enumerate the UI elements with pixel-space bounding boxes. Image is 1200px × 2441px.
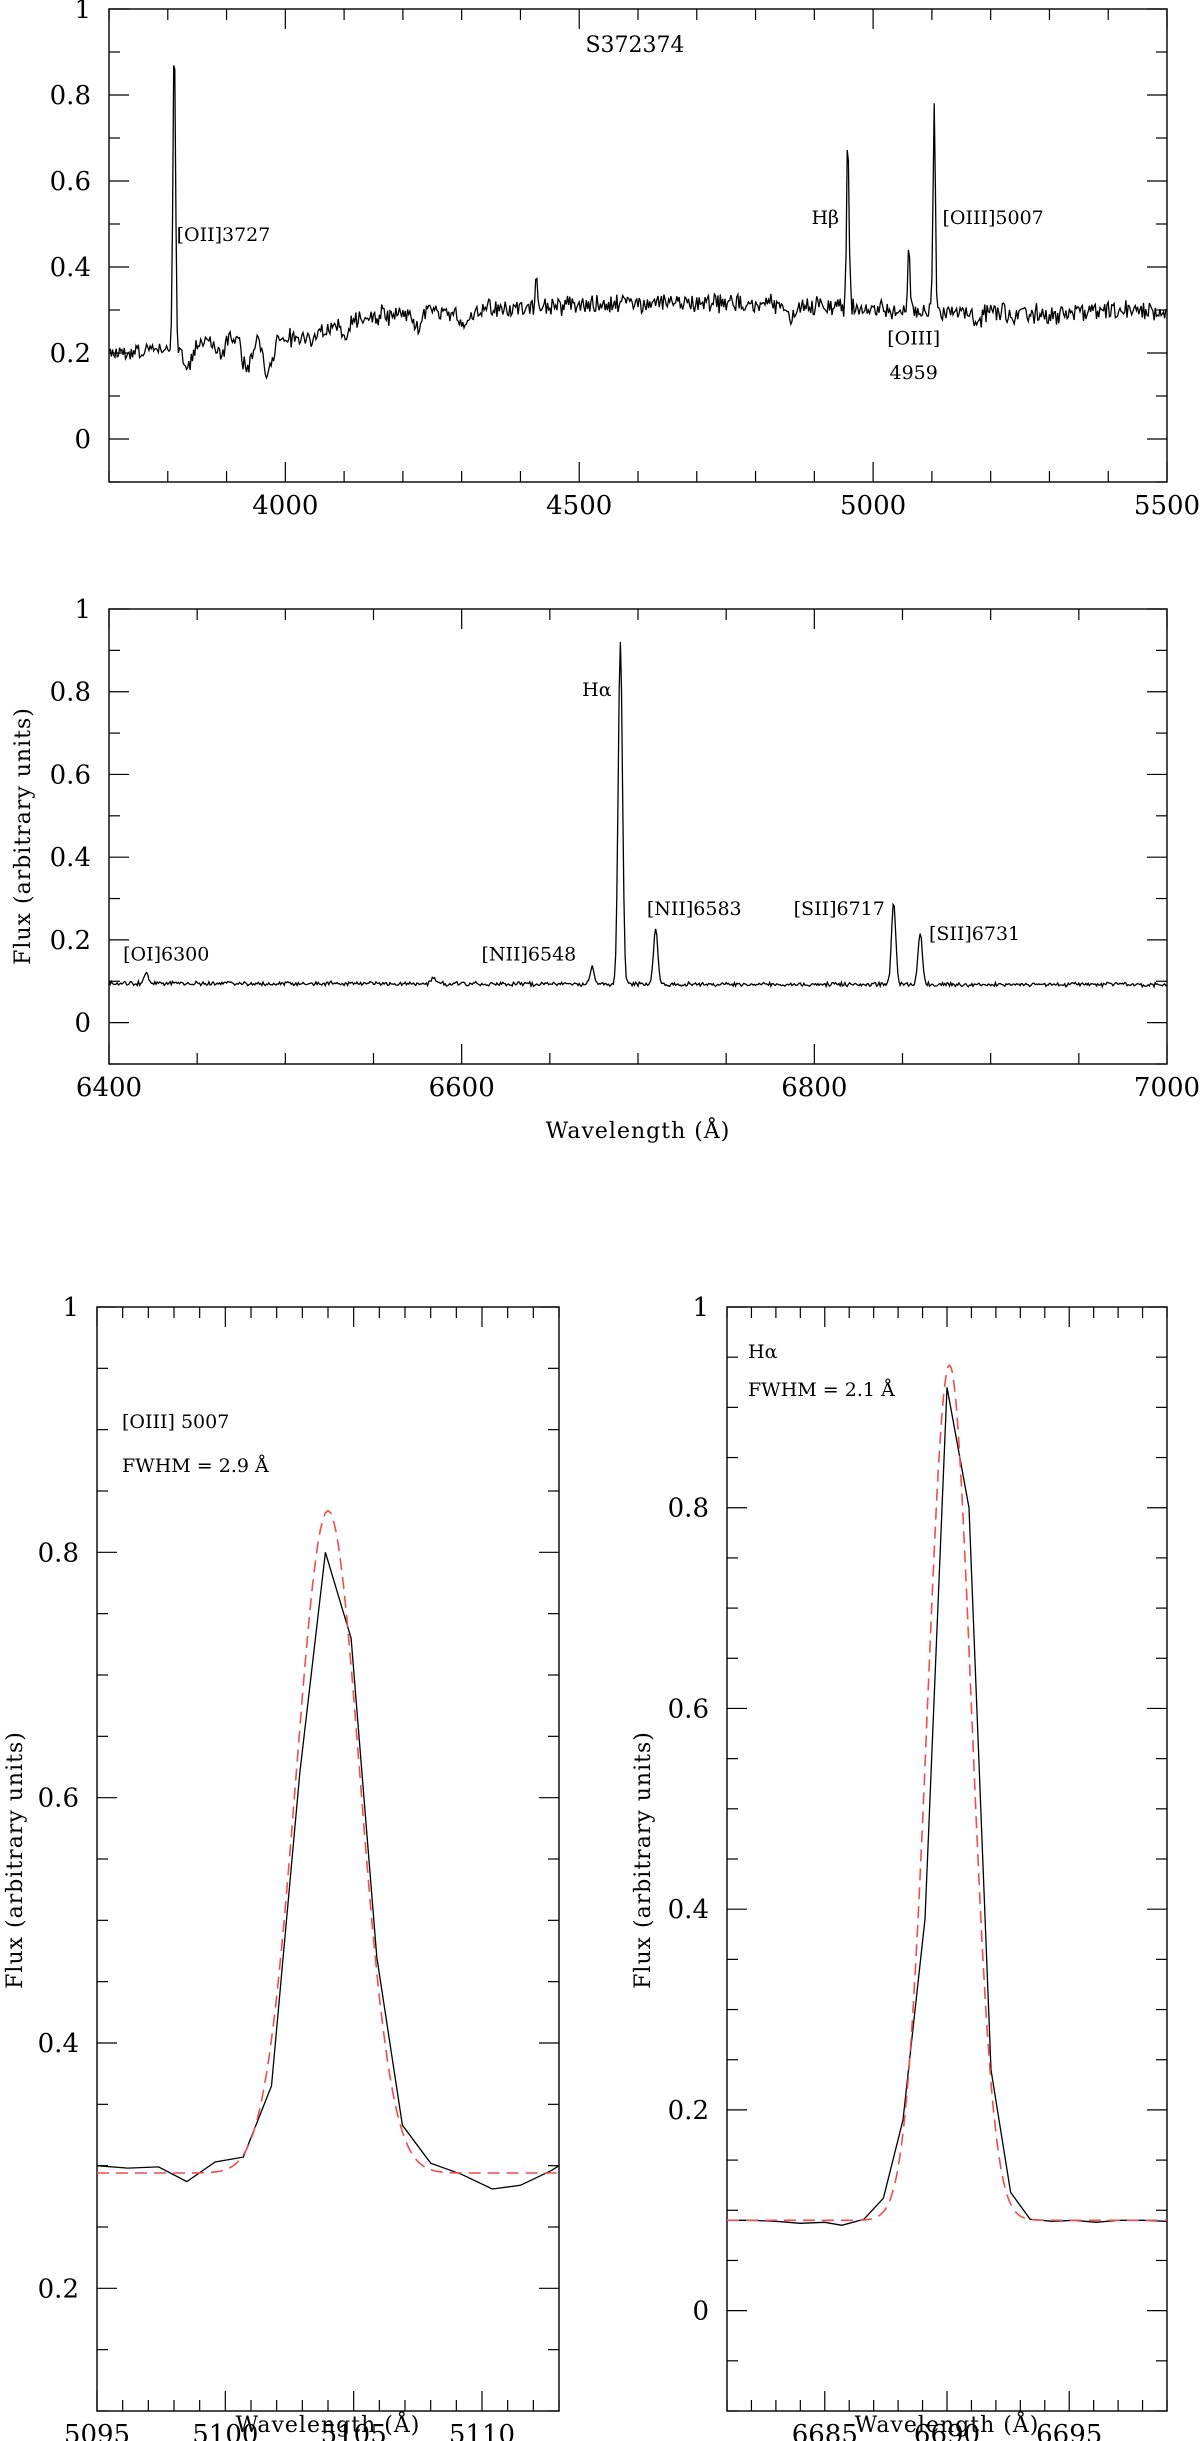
y-tick-label: 0.2 (50, 926, 91, 956)
emission-line-label: [NII]6583 (647, 898, 742, 920)
y-tick-label: 0 (74, 1009, 91, 1039)
y-axis-title: Flux (arbitrary units) (11, 707, 36, 965)
emission-line-label: Hβ (811, 207, 839, 229)
axis-ticks (96, 1306, 560, 2412)
emission-line-label: [OIII] (887, 327, 940, 349)
x-tick-label: 6685 (792, 2420, 858, 2441)
fwhm-annotation: FWHM = 2.1 Å (748, 1379, 895, 1401)
y-tick-label: 0.6 (50, 167, 91, 197)
emission-line-label: [OIII]5007 (942, 207, 1043, 229)
y-tick-label: 0.8 (50, 678, 91, 708)
observed-line (97, 1552, 559, 2190)
y-tick-label: 1 (74, 0, 91, 25)
tick-labels: 4000 4500 5000 5500 0 0.2 0.4 0.6 0.8 1 (50, 0, 1200, 521)
x-axis-title: Wavelength (Å) (855, 2410, 1040, 2438)
axis-ticks (108, 8, 1168, 483)
y-tick-label: 0 (74, 425, 91, 455)
emission-line-label: [NII]6548 (481, 944, 576, 966)
emission-line-label: Hα (582, 679, 612, 701)
x-tick-label: 6690 (914, 2420, 980, 2441)
fwhm-annotation: FWHM = 2.9 Å (122, 1455, 269, 1477)
x-tick-label: 6400 (76, 1073, 142, 1103)
x-axis-title: Wavelength (Å) (236, 2410, 421, 2438)
x-axis-title: Wavelength (Å) (546, 1116, 731, 1144)
axis-ticks (726, 1306, 1168, 2412)
y-tick-label: 0.6 (668, 1694, 709, 1724)
line-name-annotation: Hα (748, 1341, 778, 1363)
y-tick-label: 0.8 (668, 1494, 709, 1524)
spectrum-line (109, 65, 1167, 380)
panel-frame (726, 1306, 1168, 2412)
panel-zoom-oiii: 5095 5100 5105 5110 0.2 0.4 0.6 0.8 1 [OIII] 500… (3, 1293, 560, 2441)
y-tick-label: 1 (692, 1293, 709, 1323)
y-tick-label: 0 (692, 2297, 709, 2327)
tick-labels: 6685 6690 6695 0 0.2 0.4 0.6 0.8 1 (668, 1293, 1103, 2441)
panel-zoom-halpha: 6685 6690 6695 0 0.2 0.4 0.6 0.8 1 Hα FWHM = 2.1… (631, 1293, 1168, 2441)
spectrum-line (109, 641, 1167, 989)
emission-line-label: 4959 (889, 362, 937, 384)
y-tick-label: 0.4 (668, 1895, 709, 1925)
x-tick-label: 4500 (546, 491, 612, 521)
x-tick-label: 6800 (781, 1073, 847, 1103)
x-tick-label: 4000 (252, 491, 318, 521)
y-tick-label: 0.4 (38, 2029, 79, 2059)
x-tick-label: 5500 (1134, 491, 1200, 521)
gaussian-fit-line (97, 1509, 559, 2174)
y-axis-title: Flux (arbitrary units) (631, 1731, 656, 1989)
panel-blue-spectrum: 4000 4500 5000 5500 0 0.2 0.4 0.6 0.8 1 [OII]3727… (50, 0, 1200, 521)
y-tick-label: 0.2 (668, 2096, 709, 2126)
y-tick-label: 0.2 (50, 339, 91, 369)
x-tick-label: 6695 (1036, 2420, 1102, 2441)
x-tick-label: 5110 (449, 2420, 515, 2441)
tick-labels: 5095 5100 5105 5110 0.2 0.4 0.6 0.8 1 (38, 1293, 515, 2441)
y-axis-title: Flux (arbitrary units) (3, 1731, 28, 1989)
y-tick-label: 0.4 (50, 843, 91, 873)
line-labels: [OII]3727 Hβ [OIII]5007 [OIII] 4959 (177, 207, 1044, 384)
y-tick-label: 0.8 (38, 1538, 79, 1568)
emission-line-label: [OII]3727 (177, 224, 271, 246)
panel-frame (108, 608, 1168, 1065)
y-tick-label: 0.6 (50, 760, 91, 790)
gaussian-fit-line (727, 1363, 1167, 2222)
y-tick-label: 1 (74, 595, 91, 625)
y-tick-label: 0.6 (38, 1784, 79, 1814)
panel-title: S372374 (585, 33, 684, 58)
x-tick-label: 5105 (321, 2420, 387, 2441)
axis-ticks (108, 608, 1168, 1065)
emission-line-label: [SII]6717 (794, 898, 885, 920)
observed-line (727, 1387, 1167, 2226)
y-tick-label: 0.4 (50, 253, 91, 283)
line-labels: [OI]6300 [NII]6548 Hα [NII]6583 [SII]6717 [SI… (123, 679, 1020, 966)
y-tick-label: 0.2 (38, 2274, 79, 2304)
line-name-annotation: [OIII] 5007 (122, 1411, 229, 1433)
x-tick-label: 5100 (192, 2420, 258, 2441)
x-tick-label: 7000 (1134, 1073, 1200, 1103)
x-tick-label: 5095 (64, 2420, 130, 2441)
y-tick-label: 1 (62, 1293, 79, 1323)
x-tick-label: 6600 (429, 1073, 495, 1103)
emission-line-label: [SII]6731 (929, 923, 1020, 945)
tick-labels: 6400 6600 6800 7000 0 0.2 0.4 0.6 0.8 1 (50, 595, 1200, 1103)
y-tick-label: 0.8 (50, 81, 91, 111)
emission-line-label: [OI]6300 (123, 944, 209, 966)
x-tick-label: 5000 (840, 491, 906, 521)
